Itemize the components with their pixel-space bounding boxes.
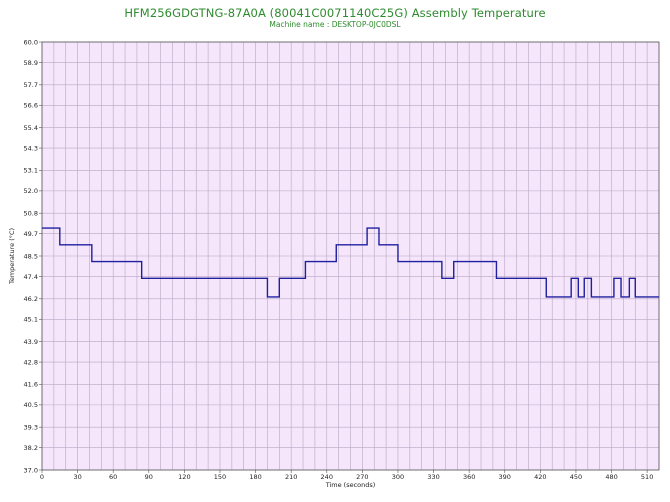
x-tick-label: 420 [534,473,546,481]
y-tick-label: 45.1 [24,316,38,324]
chart-title: HFM256GDGTNG-87A0A (80041C0071140C25G) A… [124,6,546,20]
y-tick-label: 43.9 [24,338,38,346]
y-tick-label: 38.2 [24,444,38,452]
x-tick-label: 120 [178,473,190,481]
y-tick-label: 57.7 [24,81,38,89]
x-tick-label: 390 [499,473,511,481]
y-tick-label: 54.3 [24,144,38,152]
x-tick-label: 30 [73,473,81,481]
x-tick-label: 180 [249,473,261,481]
y-tick-label: 41.6 [24,381,38,389]
x-tick-label: 60 [109,473,117,481]
x-tick-label: 330 [427,473,439,481]
y-tick-label: 53.1 [24,167,38,175]
y-tick-label: 39.3 [24,424,38,432]
y-tick-label: 48.5 [24,252,38,260]
y-tick-label: 46.2 [24,295,38,303]
y-tick-label: 47.4 [24,273,38,281]
x-tick-label: 210 [285,473,297,481]
y-tick-label: 50.8 [24,210,38,218]
y-tick-label: 56.6 [24,102,38,110]
x-axis-label: Time (seconds) [325,481,376,489]
y-tick-label: 55.4 [24,124,38,132]
x-tick-label: 240 [321,473,333,481]
y-tick-label: 37.0 [24,466,38,474]
x-tick-label: 360 [463,473,475,481]
x-tick-label: 510 [641,473,653,481]
x-tick-label: 450 [570,473,582,481]
y-tick-label: 52.0 [24,187,38,195]
y-tick-label: 42.8 [24,358,38,366]
x-tick-label: 480 [605,473,617,481]
series-line-0 [42,227,659,298]
x-tick-label: 90 [145,473,153,481]
x-tick-label: 270 [356,473,368,481]
y-tick-label: 49.7 [24,230,38,238]
y-tick-label: 40.5 [24,401,38,409]
x-tick-label: 300 [392,473,404,481]
x-tick-label: 0 [40,473,44,481]
y-tick-label: 58.9 [24,59,38,67]
y-axis-label: Temperature (°C) [8,228,16,285]
x-tick-label: 150 [214,473,226,481]
chart-subtitle: Machine name : DESKTOP-0JC0DSL [269,20,401,29]
y-tick-label: 60.0 [24,38,38,46]
